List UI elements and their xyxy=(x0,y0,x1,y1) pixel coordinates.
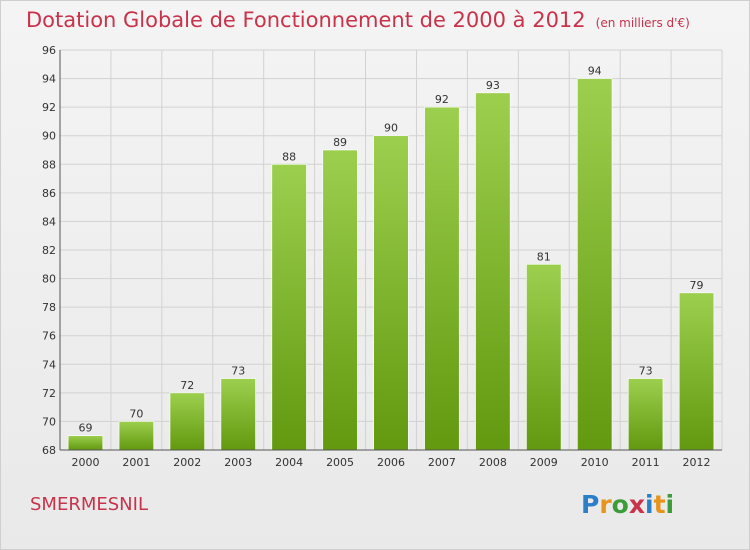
bar xyxy=(475,92,511,451)
y-tick-label: 72 xyxy=(42,387,56,400)
commune-name: SMERMESNIL xyxy=(30,494,148,515)
data-label: 70 xyxy=(129,407,143,420)
chart-title: Dotation Globale de Fonctionnement de 20… xyxy=(26,8,690,32)
data-label: 94 xyxy=(588,65,602,78)
x-tick-label: 2010 xyxy=(581,456,609,469)
bar xyxy=(220,378,256,451)
data-label: 90 xyxy=(384,122,398,135)
axes: 68 70 72 74 76 78 80 82 84 86 88 90 92 94 96 2000 2001 20… xyxy=(42,44,722,469)
x-tick-label: 2000 xyxy=(71,456,99,469)
x-tick-label: 2005 xyxy=(326,456,354,469)
y-tick-label: 94 xyxy=(42,73,56,86)
x-tick-label: 2001 xyxy=(122,456,150,469)
data-label: 92 xyxy=(435,93,449,106)
data-label: 89 xyxy=(333,136,347,149)
proxiti-logo: Proxiti xyxy=(581,490,675,519)
x-tick-label: 2007 xyxy=(428,456,456,469)
y-tick-label: 74 xyxy=(42,358,56,371)
bar xyxy=(322,149,358,451)
x-tick-label: 2009 xyxy=(530,456,558,469)
y-tick-label: 88 xyxy=(42,158,56,171)
y-tick-label: 96 xyxy=(42,44,56,57)
bar xyxy=(577,78,613,451)
bar xyxy=(424,106,460,451)
data-label: 73 xyxy=(231,365,245,378)
y-tick-label: 90 xyxy=(42,130,56,143)
bar xyxy=(628,378,664,451)
y-tick-label: 92 xyxy=(42,101,56,114)
data-label: 81 xyxy=(537,250,551,263)
chart-subtitle: (en milliers d'€) xyxy=(595,16,690,30)
y-tick-label: 80 xyxy=(42,273,56,286)
x-tick-label: 2002 xyxy=(173,456,201,469)
bar xyxy=(526,263,562,451)
bar xyxy=(118,421,154,451)
data-label: 73 xyxy=(639,365,653,378)
data-label: 69 xyxy=(78,422,92,435)
chart-title-text: Dotation Globale de Fonctionnement de 20… xyxy=(26,8,586,32)
y-tick-label: 82 xyxy=(42,244,56,257)
bar xyxy=(169,392,205,451)
data-label: 72 xyxy=(180,379,194,392)
data-label: 79 xyxy=(690,279,704,292)
y-tick-label: 70 xyxy=(42,415,56,428)
x-tick-label: 2008 xyxy=(479,456,507,469)
data-label: 88 xyxy=(282,150,296,163)
x-tick-label: 2011 xyxy=(632,456,660,469)
y-tick-label: 84 xyxy=(42,215,56,228)
bar xyxy=(67,435,104,451)
y-tick-label: 78 xyxy=(42,301,56,314)
data-label: 93 xyxy=(486,79,500,92)
x-tick-label: 2003 xyxy=(224,456,252,469)
x-tick-label: 2004 xyxy=(275,456,303,469)
y-tick-label: 68 xyxy=(42,444,56,457)
x-tick-label: 2012 xyxy=(683,456,711,469)
x-tick-label: 2006 xyxy=(377,456,405,469)
bar xyxy=(678,292,715,451)
bar xyxy=(271,163,307,451)
bars: 69 70 72 73 88 89 90 92 93 81 94 73 79 xyxy=(67,65,715,451)
y-tick-label: 76 xyxy=(42,330,56,343)
y-tick-label: 86 xyxy=(42,187,56,200)
bar xyxy=(373,135,409,451)
